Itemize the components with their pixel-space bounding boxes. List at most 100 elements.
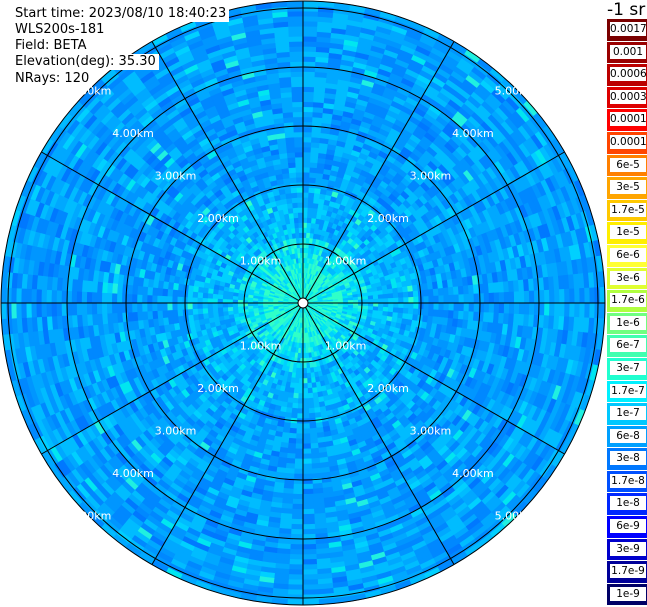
range-gate-cell [298, 367, 304, 374]
range-gate-cell [543, 289, 550, 304]
range-gate-cell [383, 302, 389, 308]
range-gate-cell [298, 378, 304, 384]
range-gate-cell [569, 288, 576, 304]
range-gate-cell [295, 433, 304, 440]
range-gate-cell [299, 362, 304, 369]
range-gate-cell [498, 302, 505, 314]
range-gate-cell [458, 302, 465, 312]
range-gate-cell [408, 302, 415, 310]
range-gate-cell [309, 161, 319, 169]
range-gate-cell [302, 15, 319, 22]
range-gate-cell [302, 141, 312, 148]
range-gate-cell [310, 151, 320, 159]
range-gate-cell [413, 302, 420, 310]
range-gate-cell [388, 297, 394, 304]
range-gate-cell [442, 310, 450, 319]
range-gate-cell [528, 302, 535, 316]
range-gate-cell [407, 308, 414, 315]
range-gate-cell [306, 382, 313, 389]
range-gate-cell [302, 96, 315, 103]
range-gate-cell [503, 302, 510, 315]
range-gate-cell [302, 61, 316, 68]
range-gate-cell [423, 302, 430, 310]
range-gate-cell [310, 457, 321, 465]
range-gate-cell [294, 458, 304, 465]
range-gate-cell [302, 558, 318, 566]
range-gate-cell [292, 397, 299, 404]
range-gate-cell [443, 295, 450, 304]
backscatter-field [0, 0, 606, 606]
range-gate-cell [388, 302, 394, 309]
range-gate-cell [302, 212, 309, 218]
range-gate-cell [302, 373, 308, 379]
range-gate-cell [289, 553, 304, 561]
range-gate-cell [438, 302, 445, 311]
range-gate-cell [291, 508, 304, 515]
range-gate-cell [302, 131, 313, 138]
range-gate-cell [403, 302, 410, 309]
range-gate-cell [310, 141, 321, 149]
range-gate-cell [302, 10, 319, 17]
range-gate-cell [290, 528, 304, 535]
range-gate-cell [488, 292, 495, 304]
range-gate-cell [294, 448, 304, 455]
range-gate-cell [302, 463, 313, 470]
range-gate-cell [302, 599, 320, 606]
range-gate-cell [483, 292, 490, 304]
range-gate-cell [398, 297, 405, 304]
range-gate-cell [302, 378, 308, 384]
range-gate-cell [302, 553, 317, 561]
range-gate-cell [302, 91, 315, 98]
range-gate-cell [392, 292, 399, 299]
range-gate-cell [457, 310, 465, 321]
range-gate-cell [302, 191, 310, 198]
range-gate-cell [309, 427, 318, 435]
range-gate-cell [453, 302, 460, 312]
range-gate-cell [473, 302, 480, 313]
range-gate-cell [558, 302, 566, 318]
range-gate-cell [438, 295, 445, 304]
range-gate-cell [538, 290, 545, 304]
range-gate-cell [302, 413, 310, 420]
range-gate-cell [291, 513, 304, 520]
range-gate-cell [306, 367, 311, 374]
range-gate-cell [287, 442, 296, 450]
range-gate-cell [448, 302, 455, 312]
range-gate-cell [367, 295, 374, 300]
range-gate-cell [433, 295, 440, 304]
range-gate-cell [302, 393, 309, 399]
range-gate-cell [286, 452, 296, 460]
range-gate-cell [302, 207, 309, 213]
range-gate-cell [367, 298, 374, 304]
range-gate-cell [412, 290, 419, 298]
range-gate-cell [287, 584, 304, 591]
range-gate-cell [367, 302, 374, 308]
range-gate-cell [503, 291, 510, 304]
range-gate-cell [508, 291, 515, 304]
range-gate-cell [302, 25, 318, 32]
range-gate-cell [579, 287, 586, 304]
range-gate-cell [302, 166, 311, 173]
range-gate-cell [310, 156, 319, 164]
range-gate-cell [302, 569, 318, 576]
range-gate-cell [287, 579, 304, 586]
range-gate-cell [285, 457, 296, 465]
range-gate-cell [310, 447, 320, 455]
range-gate-cell [291, 503, 304, 510]
range-gate-cell [302, 196, 309, 203]
range-gate-cell [302, 513, 315, 520]
range-gate-cell [302, 589, 319, 596]
range-gate-cell [452, 310, 460, 320]
range-gate-cell [437, 309, 445, 319]
range-gate-cell [422, 289, 430, 298]
range-gate-cell [302, 186, 310, 193]
range-gate-cell [302, 458, 312, 465]
range-gate-cell [468, 293, 475, 304]
range-gate-cell [422, 308, 430, 317]
range-gate-cell [295, 443, 304, 450]
range-gate-cell [398, 302, 405, 309]
range-gate-cell [599, 286, 606, 304]
range-gate-cell [290, 523, 304, 530]
range-gate-cell [302, 523, 316, 530]
range-gate-cell [310, 452, 320, 460]
